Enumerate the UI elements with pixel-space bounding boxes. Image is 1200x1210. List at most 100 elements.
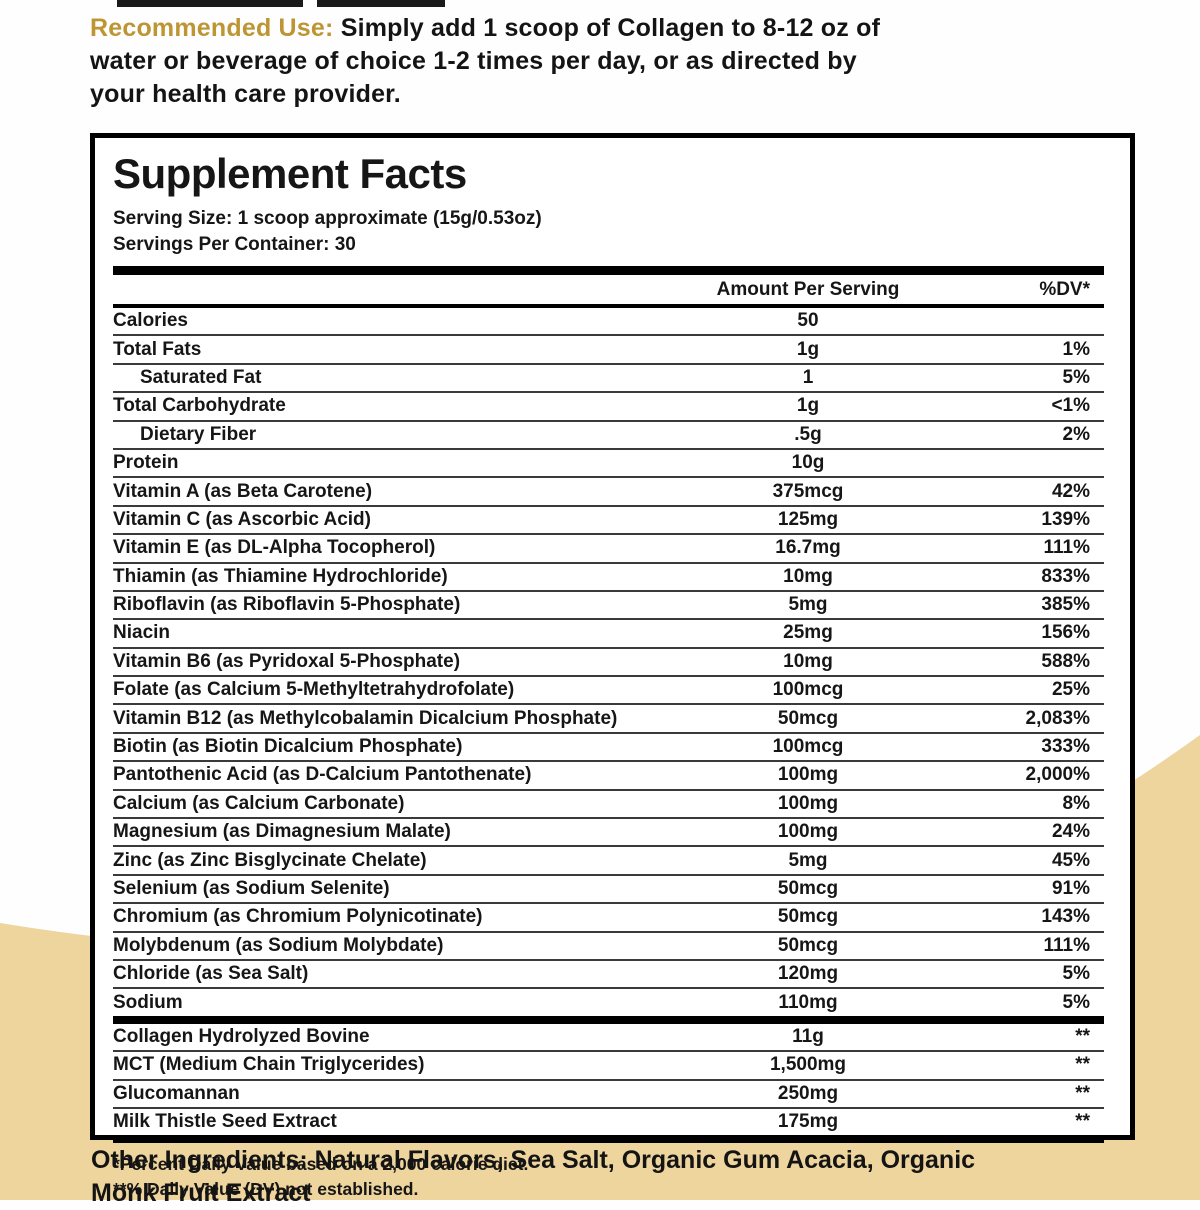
supplement-facts-panel: Supplement Facts Serving Size: 1 scoop a…	[90, 133, 1135, 1199]
nutrient-name: Collagen Hydrolyzed Bovine	[113, 1025, 370, 1047]
nutrient-amount: 100mcg	[772, 736, 844, 758]
nutrient-dv: 156%	[1041, 622, 1090, 644]
serving-size-value: 1 scoop approximate (15g/0.53oz)	[232, 208, 542, 229]
supplement-ingredient-rows: Collagen Hydrolyzed Bovine 11g ** MCT (M…	[113, 1024, 1104, 1136]
nutrient-dv: 45%	[1051, 849, 1090, 871]
nutrient-row: Milk Thistle Seed Extract 175mg **	[113, 1109, 1104, 1135]
nutrient-dv: 91%	[1051, 878, 1090, 899]
nutrient-name: Riboflavin (as Riboflavin 5-Phosphate)	[113, 594, 461, 616]
nutrient-amount: 110mg	[778, 991, 838, 1013]
nutrient-amount: 100mg	[777, 821, 839, 843]
nutrient-amount: 1,500mg	[769, 1054, 847, 1076]
nutrient-amount: 25mg	[783, 622, 833, 644]
nutrient-name: Thiamin (as Thiamine Hydrochloride)	[113, 565, 448, 587]
nutrient-name: MCT (Medium Chain Triglycerides)	[113, 1054, 425, 1076]
divider-header	[113, 304, 1104, 308]
nutrient-row: Pantothenic Acid (as D-Calcium Pantothen…	[113, 762, 1104, 791]
cropped-text-artifact	[117, 0, 303, 7]
recommended-use-line3: your health care provider.	[90, 80, 401, 108]
nutrient-row: Chloride (as Sea Salt) 120mg 5%	[113, 961, 1104, 990]
nutrient-amount: 100mcg	[772, 679, 844, 701]
nutrient-dv: 25%	[1051, 679, 1090, 701]
nutrient-amount: 5mg	[788, 849, 828, 871]
nutrient-dv: 8%	[1062, 792, 1090, 814]
serving-size-line: Serving Size: 1 scoop approximate (15g/0…	[113, 206, 1104, 232]
nutrient-amount: 1g	[796, 395, 820, 417]
nutrient-row: Saturated Fat 1 5%	[113, 365, 1104, 394]
nutrient-name: Chloride (as Sea Salt)	[113, 963, 309, 985]
nutrient-dv: 5%	[1062, 991, 1090, 1013]
nutrient-amount: 1g	[796, 338, 820, 360]
nutrient-dv: 1%	[1062, 338, 1090, 360]
servings-per-container-label: Servings Per Container:	[113, 234, 330, 255]
nutrient-rows: Calories 50 Total Fats 1g 1% Saturated F…	[113, 308, 1104, 1016]
nutrient-row: Glucomannan 250mg **	[113, 1081, 1104, 1109]
servings-per-container-line: Servings Per Container: 30	[113, 232, 1104, 258]
nutrient-amount: 125mg	[777, 508, 839, 530]
footnotes: *Percent Daily Value based on a 2,000 ca…	[113, 1152, 1104, 1202]
nutrient-row: Sodium 110mg 5%	[113, 989, 1104, 1015]
nutrient-dv: 5%	[1062, 366, 1090, 388]
other-ingredients-line1: Other Ingredients: Natural Flavors, Sea …	[91, 1146, 976, 1174]
nutrient-row: Calories 50	[113, 308, 1104, 337]
nutrient-amount: 50mcg	[777, 878, 839, 899]
nutrient-row: Vitamin C (as Ascorbic Acid) 125mg 139%	[113, 507, 1104, 536]
nutrient-name: Total Fats	[113, 338, 202, 360]
divider-thick-middle	[113, 1015, 1104, 1024]
nutrient-name: Niacin	[113, 622, 171, 644]
nutrient-row: Chromium (as Chromium Polynicotinate) 50…	[113, 904, 1104, 933]
nutrient-amount: 16.7mg	[775, 537, 841, 559]
recommended-use-line1: Recommended Use: Simply add 1 scoop of C…	[90, 12, 1110, 45]
nutrient-amount: 1	[802, 366, 814, 388]
nutrient-row: Thiamin (as Thiamine Hydrochloride) 10mg…	[113, 564, 1104, 592]
nutrient-dv: 139%	[1041, 508, 1090, 530]
nutrient-amount: 11g	[792, 1025, 824, 1047]
nutrient-row: Zinc (as Zinc Bisglycinate Chelate) 5mg …	[113, 847, 1104, 876]
nutrient-name: Calories	[113, 310, 188, 332]
nutrient-name: Pantothenic Acid (as D-Calcium Pantothen…	[113, 764, 532, 786]
nutrient-name: Molybdenum (as Sodium Molybdate)	[113, 934, 444, 956]
nutrient-dv: <1%	[1051, 395, 1090, 417]
nutrient-name: Selenium (as Sodium Selenite)	[113, 878, 390, 899]
nutrient-amount: 50mcg	[777, 707, 839, 729]
nutrient-amount: 10mg	[783, 650, 833, 672]
recommended-use-label: Recommended Use:	[90, 14, 334, 42]
nutrient-amount: 175mg	[777, 1111, 839, 1133]
table-header-row: Amount Per Serving %DV*	[113, 275, 1104, 304]
nutrient-row: Folate (as Calcium 5-Methyltetrahydrofol…	[113, 677, 1104, 706]
nutrient-name: Calcium (as Calcium Carbonate)	[113, 792, 405, 814]
nutrient-row: Dietary Fiber .5g 2%	[113, 422, 1104, 450]
footnote-dv-not-established: **% Daily Value (DV) not established.	[113, 1179, 419, 1200]
nutrient-name: Vitamin A (as Beta Carotene)	[113, 480, 373, 502]
nutrient-dv: 333%	[1041, 736, 1090, 758]
header-amount-per-serving: Amount Per Serving	[716, 278, 900, 300]
nutrient-row: Vitamin A (as Beta Carotene) 375mcg 42%	[113, 478, 1104, 507]
nutrient-name: Biotin (as Biotin Dicalcium Phosphate)	[113, 736, 463, 758]
nutrient-amount: 120mg	[777, 963, 839, 985]
divider-thick-bottom	[113, 1135, 1104, 1144]
footnote-daily-value: *Percent Daily Value based on a 2,000 ca…	[113, 1154, 529, 1175]
nutrient-row: Calcium (as Calcium Carbonate) 100mg 8%	[113, 791, 1104, 820]
nutrient-name: Chromium (as Chromium Polynicotinate)	[113, 906, 483, 928]
nutrient-amount: 100mg	[777, 764, 839, 786]
nutrient-name: Vitamin B12 (as Methylcobalamin Dicalciu…	[113, 707, 618, 729]
nutrient-row: Vitamin B12 (as Methylcobalamin Dicalciu…	[113, 705, 1104, 734]
nutrient-row: Protein 10g	[113, 450, 1104, 479]
nutrient-name: Vitamin C (as Ascorbic Acid)	[113, 508, 371, 530]
nutrient-row: Molybdenum (as Sodium Molybdate) 50mcg 1…	[113, 933, 1104, 961]
nutrient-dv: 24%	[1051, 821, 1090, 843]
nutrient-dv: 111%	[1043, 934, 1091, 956]
nutrient-amount: 50mcg	[777, 906, 839, 928]
nutrient-name: Total Carbohydrate	[113, 395, 286, 417]
nutrient-row: Selenium (as Sodium Selenite) 50mcg 91%	[113, 876, 1104, 905]
nutrient-amount: .5g	[794, 423, 822, 445]
nutrient-dv: 588%	[1041, 650, 1090, 672]
nutrient-row: MCT (Medium Chain Triglycerides) 1,500mg…	[113, 1052, 1104, 1081]
nutrient-dv: 143%	[1041, 906, 1090, 928]
nutrient-row: Niacin 25mg 156%	[113, 620, 1104, 649]
recommended-use-text: Recommended Use: Simply add 1 scoop of C…	[90, 12, 1110, 111]
nutrient-amount: 250mg	[777, 1082, 839, 1104]
nutrient-row: Riboflavin (as Riboflavin 5-Phosphate) 5…	[113, 592, 1104, 621]
nutrient-row: Vitamin B6 (as Pyridoxal 5-Phosphate) 10…	[113, 649, 1104, 678]
nutrient-dv: 42%	[1051, 480, 1090, 502]
